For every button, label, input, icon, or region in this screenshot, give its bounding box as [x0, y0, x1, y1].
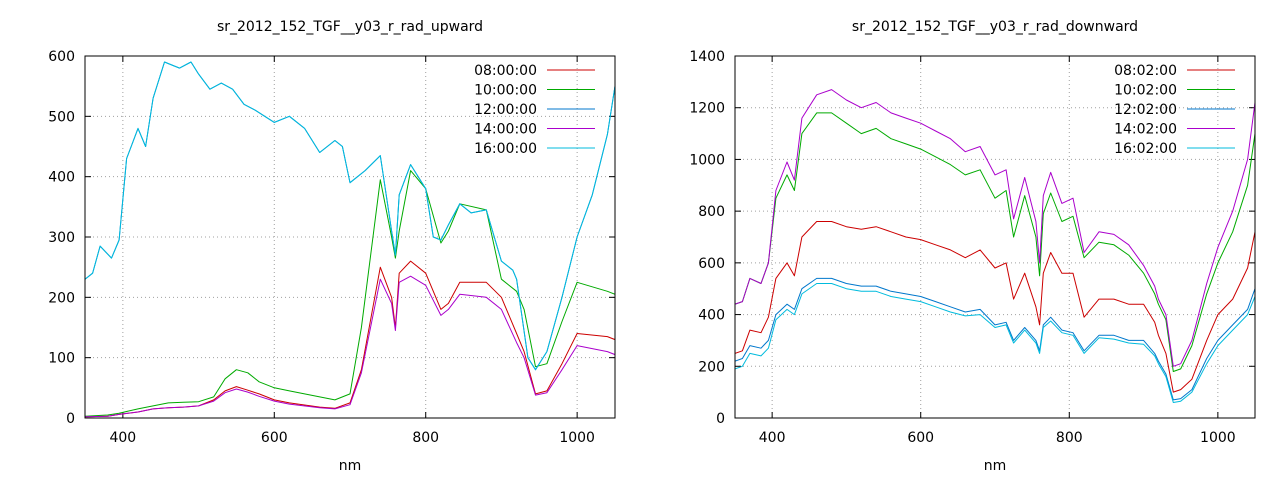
y-tick-label: 600 [48, 49, 75, 65]
y-tick-label: 0 [716, 411, 725, 427]
series-line [735, 112, 1255, 372]
series-line [735, 283, 1255, 403]
chart-upward: sr_2012_152_TGF__y03_r_rad_upward 400 600… [48, 19, 616, 474]
y-tick-label: 200 [698, 359, 725, 375]
legend-label: 16:02:00 [1114, 141, 1177, 157]
series-group [735, 89, 1255, 403]
y-tick-label: 0 [66, 411, 75, 427]
series-group [85, 61, 615, 418]
x-tick-label: 1000 [1200, 430, 1236, 446]
series-line [85, 170, 615, 417]
legend-label: 08:00:00 [474, 63, 537, 79]
plot-area: 400 600 800 1000 0 100 200 300 400 500 600 08:00:00… [48, 49, 616, 446]
legend-label: 14:00:00 [474, 122, 537, 138]
legend-label: 12:02:00 [1114, 102, 1177, 118]
legend-label: 16:00:00 [474, 141, 537, 157]
series-line [735, 89, 1255, 367]
y-tick-label: 1200 [689, 101, 725, 117]
plot-border [84, 55, 616, 419]
y-tick-label: 600 [698, 256, 725, 272]
x-tick-label: 600 [261, 430, 288, 446]
y-tick-label: 200 [48, 290, 75, 306]
legend-label: 10:00:00 [474, 83, 537, 99]
series-line [735, 221, 1255, 393]
chart-title: sr_2012_152_TGF__y03_r_rad_upward [217, 19, 483, 35]
x-axis-label: nm [339, 458, 362, 474]
legend-label: 14:02:00 [1114, 122, 1177, 138]
plot-border [734, 55, 1256, 419]
y-tick-label: 400 [698, 308, 725, 324]
legend: 08:02:00 10:02:00 12:02:00 14:02:00 16:02:00 [1114, 63, 1235, 157]
x-tick-label: 400 [109, 430, 136, 446]
chart-title: sr_2012_152_TGF__y03_r_rad_downward [852, 19, 1138, 35]
y-tick-label: 800 [698, 204, 725, 220]
x-tick-label: 800 [1056, 430, 1083, 446]
x-tick-label: 1000 [559, 430, 595, 446]
y-tick-label: 1400 [689, 49, 725, 65]
x-tick-label: 800 [412, 430, 439, 446]
x-axis-label: nm [984, 458, 1007, 474]
series-line [85, 275, 615, 418]
y-tick-label: 400 [48, 170, 75, 186]
legend-label: 08:02:00 [1114, 63, 1177, 79]
x-tick-label: 400 [759, 430, 786, 446]
legend: 08:00:00 10:00:00 12:00:00 14:00:00 16:00:00 [474, 63, 595, 157]
plot-area: 400 600 800 1000 0 200 400 600 800 1000 1200 1400 08… [689, 49, 1256, 446]
legend-label: 10:02:00 [1114, 83, 1177, 99]
chart-downward: sr_2012_152_TGF__y03_r_rad_downward 400 6… [689, 19, 1256, 474]
y-tick-label: 300 [48, 230, 75, 246]
y-tick-label: 1000 [689, 152, 725, 168]
y-tick-label: 500 [48, 109, 75, 125]
series-line [735, 277, 1255, 401]
x-tick-label: 600 [907, 430, 934, 446]
series-line [85, 61, 615, 371]
legend-label: 12:00:00 [474, 102, 537, 118]
y-tick-label: 100 [48, 351, 75, 367]
